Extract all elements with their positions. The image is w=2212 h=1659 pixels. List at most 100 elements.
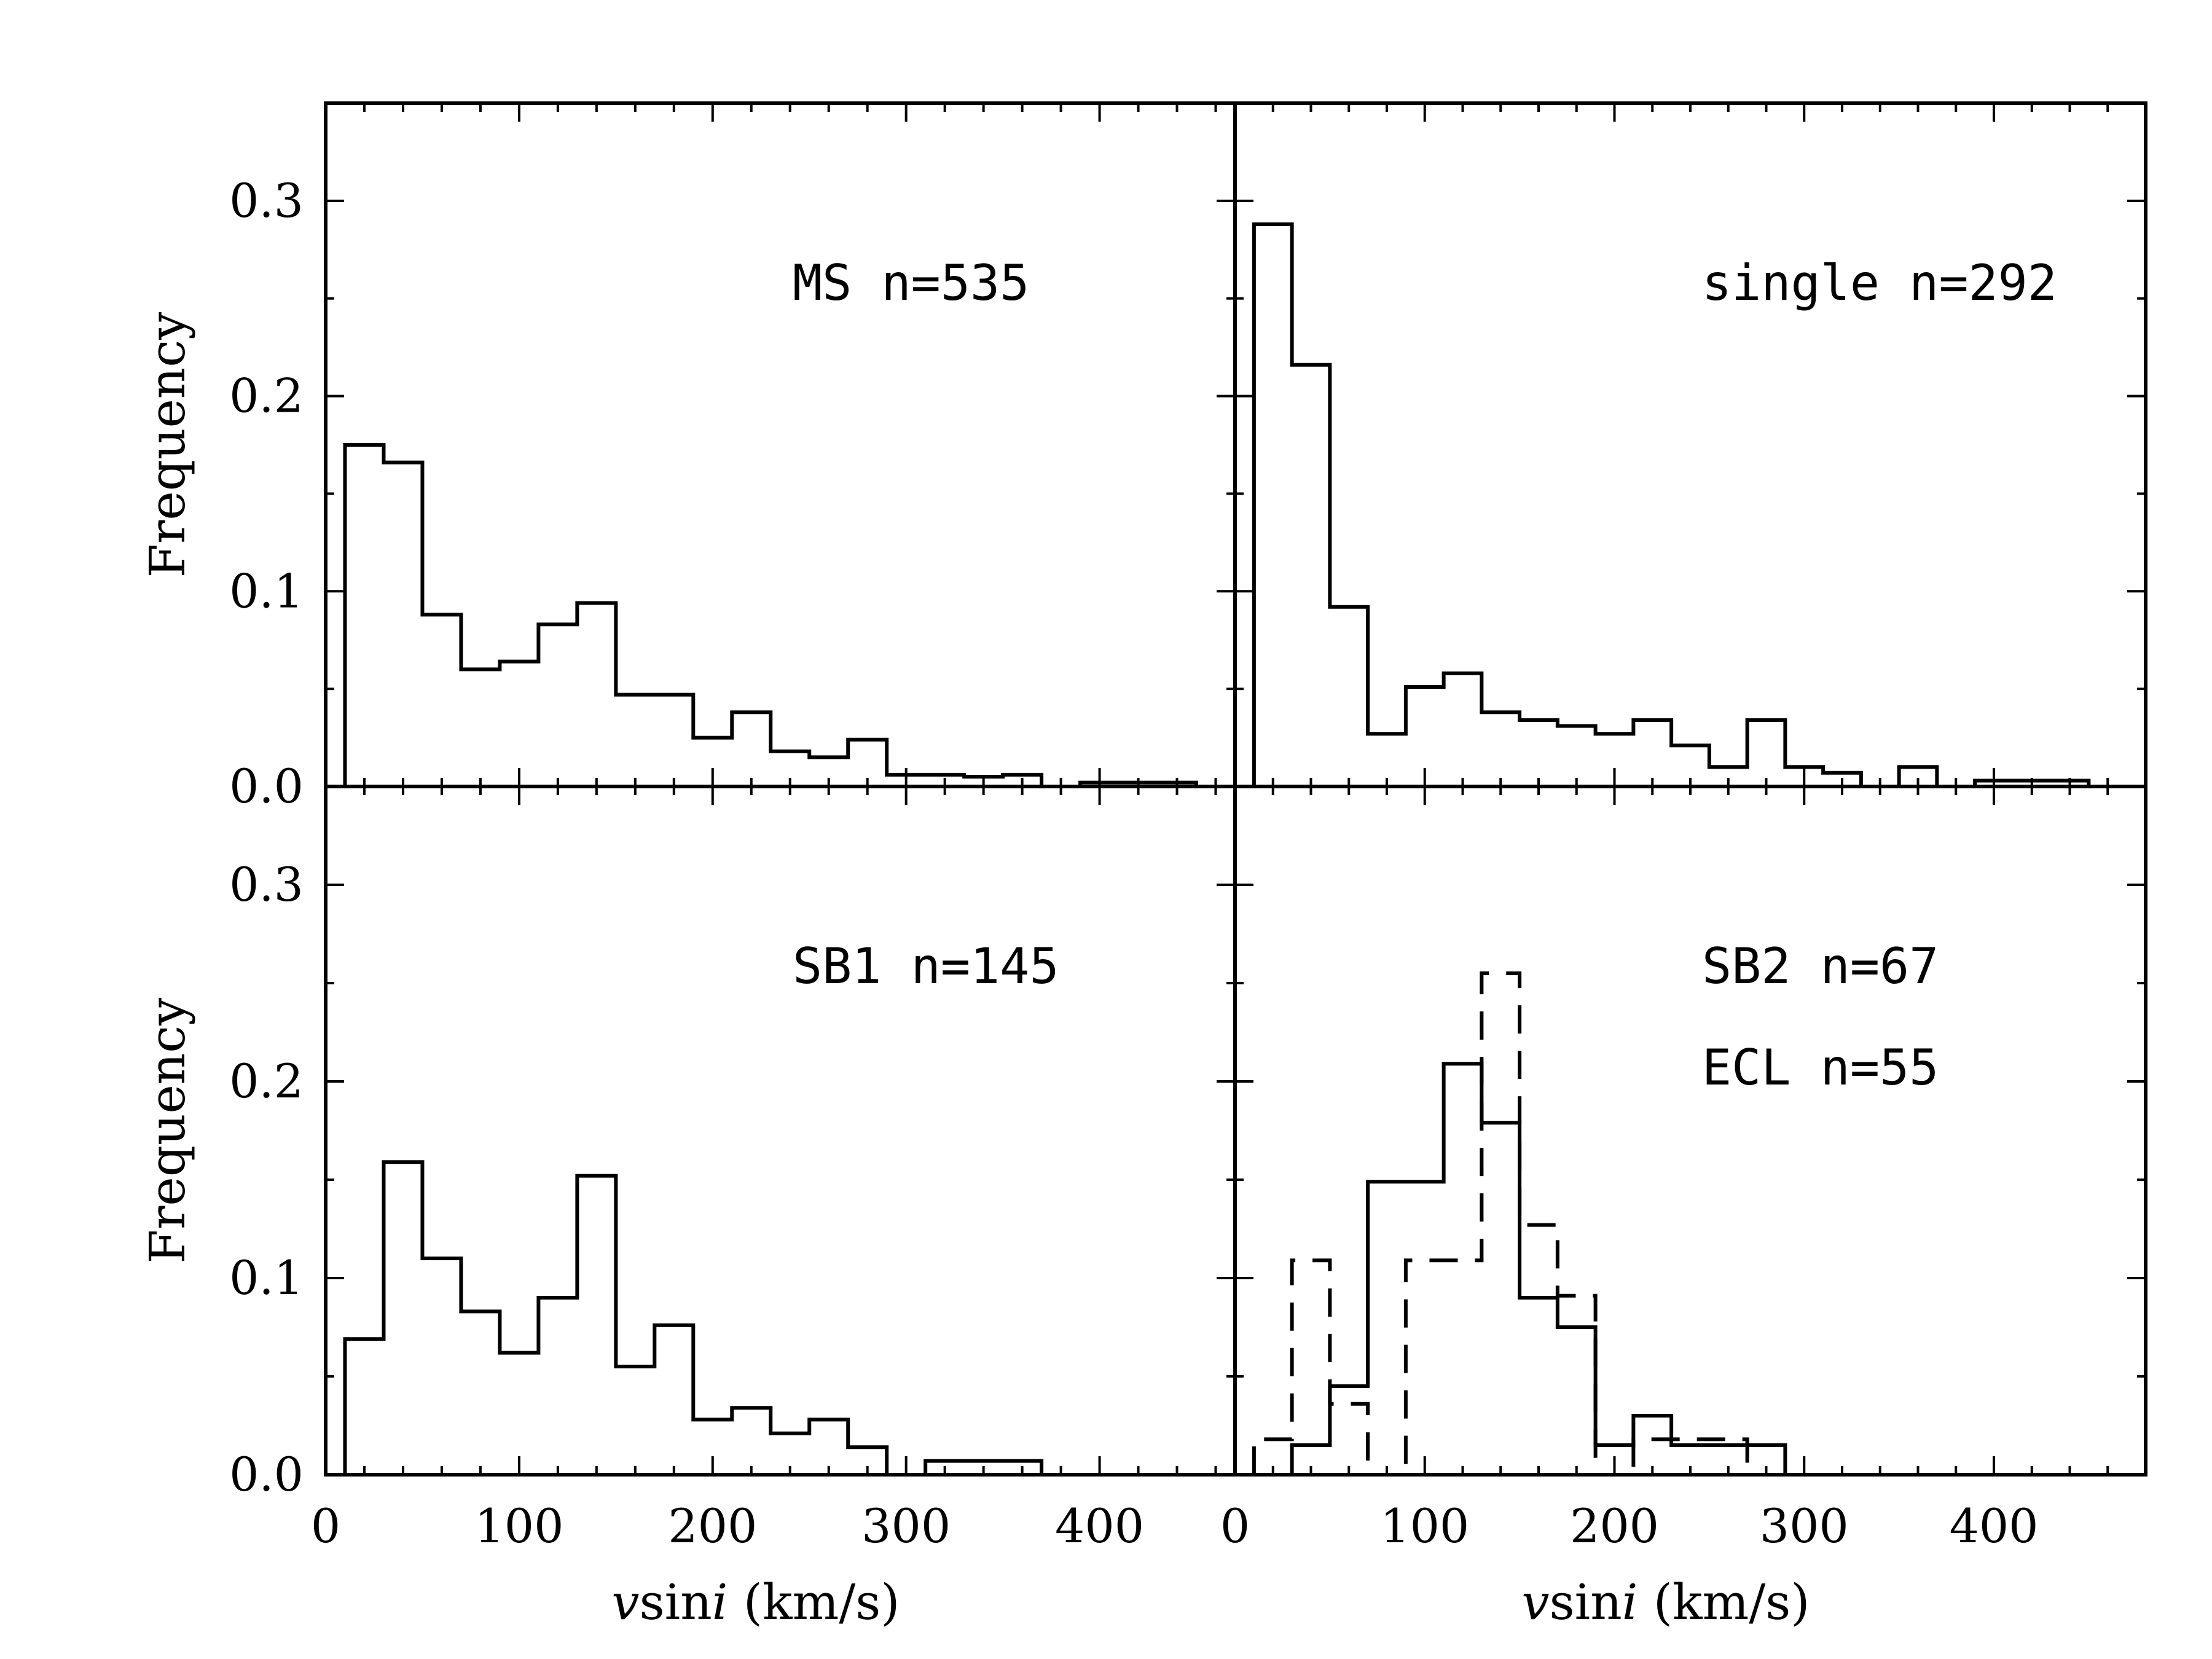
- bar-sb1: [577, 1176, 616, 1475]
- bar-ecl: [1406, 1260, 1444, 1475]
- bar-ecl: [1671, 1439, 1709, 1475]
- bar-sb2: [1596, 1445, 1634, 1475]
- bar-ms: [616, 695, 654, 786]
- bar-sb1: [345, 1339, 383, 1475]
- bar-single: [1368, 734, 1406, 786]
- bar-single: [1481, 712, 1520, 786]
- bar-sb1: [616, 1367, 654, 1475]
- x-tick-label: 100: [1380, 1499, 1469, 1553]
- x-axis-label-part: sin: [640, 1574, 712, 1631]
- bar-sb1: [848, 1447, 887, 1475]
- bar-sb1: [538, 1298, 577, 1475]
- x-tick-label: 400: [1055, 1499, 1144, 1553]
- x-axis-label-part: (km/s): [1637, 1574, 1810, 1631]
- x-tick-label: 200: [1570, 1499, 1659, 1553]
- y-tick-label: 0.3: [229, 173, 304, 228]
- bar-sb2: [1747, 1445, 1786, 1475]
- panel-annotation: MS n=535: [793, 254, 1029, 312]
- y-tick-label: 0.0: [229, 1447, 304, 1502]
- bar-single: [1747, 720, 1786, 786]
- bar-sb1: [771, 1433, 809, 1475]
- x-axis-label-part: sin: [1550, 1574, 1622, 1631]
- x-axis-label-part: v: [611, 1574, 639, 1631]
- bar-sb1: [1003, 1461, 1041, 1475]
- bar-ecl: [1330, 1404, 1368, 1475]
- bar-single: [1520, 720, 1558, 786]
- x-axis-label-part: i: [712, 1574, 728, 1631]
- bar-ecl: [1444, 1260, 1482, 1475]
- bar-ecl: [1633, 1439, 1671, 1475]
- bar-sb2: [1368, 1182, 1406, 1475]
- x-tick-label: 100: [474, 1499, 563, 1553]
- bar-single: [1823, 773, 1861, 786]
- x-tick-label: 0: [1220, 1499, 1250, 1553]
- bar-ecl: [1292, 1260, 1330, 1475]
- panel-top-right: single n=292: [1233, 101, 2147, 788]
- bar-ecl: [1558, 1296, 1596, 1475]
- panel-bottom-right: 0 100 200 300 400 vsini (km/s) SB2 n=67 ECL n=5…: [1220, 785, 2147, 1631]
- histogram-ms: [343, 443, 1199, 788]
- x-axis-label: vsini (km/s): [611, 1574, 900, 1631]
- bar-sb1: [809, 1419, 848, 1475]
- x-axis-label-part: (km/s): [728, 1574, 900, 1631]
- bar-single: [1558, 726, 1596, 786]
- bar-ms: [732, 712, 771, 786]
- bar-ms: [461, 669, 500, 786]
- x-tick-label: 300: [1760, 1499, 1849, 1553]
- bar-sb1: [964, 1461, 1003, 1475]
- histogram-single: [1252, 222, 2091, 788]
- y-tick-label: 0.3: [229, 857, 304, 912]
- y-tick-label: 0.2: [229, 1054, 304, 1108]
- bar-ecl: [1709, 1439, 1747, 1475]
- bar-single: [1785, 767, 1823, 786]
- x-axis-label: vsini (km/s): [1521, 1574, 1810, 1631]
- panel-annotation: SB2 n=67: [1702, 938, 1939, 995]
- bar-single: [1899, 767, 1937, 786]
- panel-bottom-left: 0.0 0.1 0.2 0.3 0 100 200 300 400 Frequency vsini …: [139, 785, 1237, 1631]
- bar-sb1: [461, 1311, 500, 1475]
- bar-ms: [383, 463, 422, 786]
- bar-sb1: [732, 1408, 771, 1475]
- bar-single: [1709, 767, 1747, 786]
- bar-single: [1633, 720, 1671, 786]
- bar-sb1: [693, 1419, 732, 1475]
- bar-ms: [577, 603, 616, 786]
- axes-frame: [1233, 101, 2147, 788]
- bar-single: [1671, 745, 1709, 786]
- x-axis-label-part: i: [1622, 1574, 1638, 1631]
- panel-top-left: 0.0 0.1 0.2 0.3 Frequency MS n=535: [139, 101, 1237, 814]
- bar-ms: [848, 740, 887, 786]
- bar-single: [1444, 673, 1482, 786]
- y-tick-label: 0.1: [229, 1250, 304, 1305]
- histogram-sb1: [343, 1160, 1044, 1477]
- bar-sb1: [422, 1258, 461, 1475]
- histogram-sb2: [1290, 1062, 1787, 1475]
- bar-sb1: [500, 1353, 538, 1475]
- bar-single: [1292, 365, 1330, 786]
- x-tick-label: 400: [1949, 1499, 2038, 1553]
- bar-single: [1596, 734, 1634, 786]
- bar-ms: [654, 695, 693, 786]
- bar-single: [1406, 687, 1444, 786]
- y-axis-label: Frequency: [139, 998, 196, 1264]
- y-tick-label: 0.2: [229, 369, 304, 423]
- bar-ms: [809, 757, 848, 786]
- bar-ecl: [1481, 973, 1520, 1475]
- bar-ecl: [1520, 1225, 1558, 1475]
- bar-ms: [345, 445, 383, 786]
- x-tick-label: 200: [668, 1499, 757, 1553]
- x-axis-label-part: v: [1521, 1574, 1549, 1631]
- y-axis-label: Frequency: [139, 312, 196, 578]
- bar-ms: [422, 614, 461, 786]
- bar-single: [1330, 607, 1368, 786]
- x-tick-label: 300: [861, 1499, 951, 1553]
- bar-sb1: [925, 1461, 964, 1475]
- bar-ms: [693, 738, 732, 786]
- bar-sb1: [654, 1325, 693, 1475]
- bar-ecl: [1254, 1439, 1292, 1475]
- bar-ms: [771, 751, 809, 786]
- bar-ms: [500, 662, 538, 786]
- bar-single: [1254, 224, 1292, 786]
- x-tick-label: 0: [311, 1499, 340, 1553]
